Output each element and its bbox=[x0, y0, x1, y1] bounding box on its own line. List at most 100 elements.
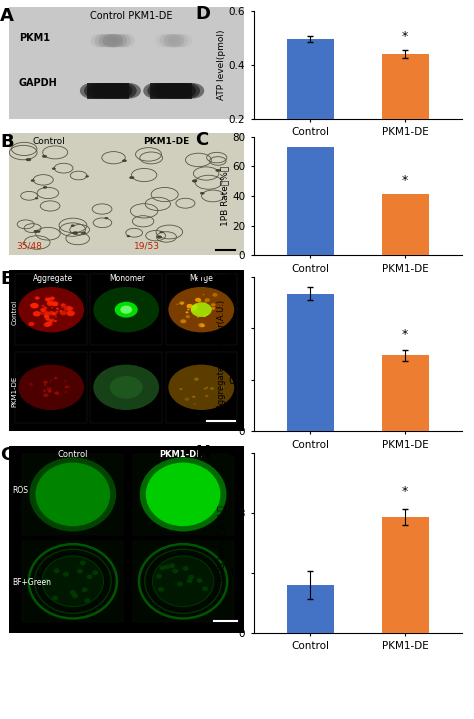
Bar bbox=[382, 355, 429, 431]
Circle shape bbox=[66, 385, 70, 388]
Text: Aggregate: Aggregate bbox=[33, 274, 73, 283]
Text: C: C bbox=[195, 131, 209, 149]
Circle shape bbox=[48, 390, 52, 393]
Text: PKM1: PKM1 bbox=[19, 33, 50, 43]
Circle shape bbox=[156, 574, 162, 579]
Circle shape bbox=[211, 303, 216, 306]
Circle shape bbox=[127, 235, 130, 237]
Circle shape bbox=[186, 304, 193, 308]
Circle shape bbox=[65, 391, 67, 393]
Circle shape bbox=[26, 158, 31, 161]
Circle shape bbox=[45, 317, 50, 321]
Circle shape bbox=[195, 298, 201, 302]
Ellipse shape bbox=[165, 34, 182, 47]
Circle shape bbox=[44, 311, 50, 316]
Circle shape bbox=[203, 315, 206, 317]
Circle shape bbox=[48, 311, 55, 316]
Ellipse shape bbox=[147, 83, 171, 99]
Bar bbox=[287, 39, 334, 173]
Ellipse shape bbox=[92, 83, 116, 99]
Circle shape bbox=[34, 230, 38, 232]
Circle shape bbox=[199, 323, 205, 327]
Circle shape bbox=[66, 311, 75, 316]
Ellipse shape bbox=[168, 83, 191, 99]
Circle shape bbox=[41, 308, 46, 312]
FancyBboxPatch shape bbox=[133, 541, 234, 621]
Text: GAPDH: GAPDH bbox=[19, 78, 58, 88]
Circle shape bbox=[33, 311, 41, 316]
Text: F: F bbox=[195, 269, 208, 287]
Circle shape bbox=[43, 393, 48, 397]
Circle shape bbox=[210, 387, 214, 390]
Y-axis label: Aggregate:Monomer(A.U.): Aggregate:Monomer(A.U.) bbox=[217, 299, 226, 409]
Y-axis label: ATP level(pmol): ATP level(pmol) bbox=[217, 29, 226, 100]
Circle shape bbox=[164, 564, 170, 569]
Ellipse shape bbox=[42, 556, 103, 607]
Ellipse shape bbox=[146, 462, 220, 526]
Circle shape bbox=[56, 303, 58, 305]
Circle shape bbox=[179, 301, 184, 305]
Bar bbox=[382, 194, 429, 255]
Circle shape bbox=[206, 387, 208, 388]
Circle shape bbox=[64, 386, 67, 388]
Circle shape bbox=[77, 569, 83, 574]
Y-axis label: ROS level （A.U.）: ROS level （A.U.） bbox=[217, 505, 226, 581]
Circle shape bbox=[186, 311, 189, 313]
Circle shape bbox=[158, 587, 164, 592]
Text: 19/53: 19/53 bbox=[134, 242, 160, 250]
Ellipse shape bbox=[140, 457, 227, 531]
Circle shape bbox=[35, 296, 40, 300]
Circle shape bbox=[203, 301, 207, 303]
Circle shape bbox=[43, 306, 47, 309]
Text: 35/48: 35/48 bbox=[17, 242, 42, 250]
Circle shape bbox=[72, 593, 78, 598]
Ellipse shape bbox=[164, 34, 180, 47]
Circle shape bbox=[180, 388, 182, 390]
Text: Control: Control bbox=[12, 300, 18, 325]
Ellipse shape bbox=[155, 34, 172, 47]
Circle shape bbox=[49, 319, 55, 322]
FancyBboxPatch shape bbox=[91, 352, 162, 423]
Circle shape bbox=[48, 320, 53, 323]
Circle shape bbox=[191, 307, 197, 311]
Bar bbox=[287, 147, 334, 255]
FancyBboxPatch shape bbox=[133, 454, 234, 535]
Bar bbox=[287, 585, 334, 633]
Ellipse shape bbox=[175, 34, 192, 47]
Ellipse shape bbox=[97, 83, 120, 99]
Ellipse shape bbox=[113, 83, 137, 99]
Circle shape bbox=[54, 568, 60, 573]
Circle shape bbox=[41, 305, 45, 307]
Circle shape bbox=[55, 311, 59, 313]
Circle shape bbox=[203, 388, 207, 390]
Circle shape bbox=[80, 561, 86, 565]
Text: G: G bbox=[0, 446, 15, 464]
Ellipse shape bbox=[167, 34, 184, 47]
Text: H: H bbox=[195, 444, 210, 462]
Bar bbox=[287, 293, 334, 431]
Circle shape bbox=[44, 314, 49, 319]
FancyBboxPatch shape bbox=[22, 541, 123, 621]
Circle shape bbox=[82, 587, 88, 592]
Circle shape bbox=[59, 310, 63, 312]
Circle shape bbox=[180, 319, 186, 324]
Circle shape bbox=[192, 180, 197, 182]
Circle shape bbox=[70, 590, 76, 595]
Ellipse shape bbox=[104, 34, 121, 47]
Circle shape bbox=[61, 307, 63, 308]
Circle shape bbox=[188, 574, 194, 580]
Circle shape bbox=[46, 388, 52, 391]
Ellipse shape bbox=[160, 83, 183, 99]
Circle shape bbox=[44, 384, 46, 386]
Circle shape bbox=[194, 377, 199, 381]
Ellipse shape bbox=[177, 83, 200, 99]
Ellipse shape bbox=[94, 34, 111, 47]
Circle shape bbox=[61, 303, 66, 307]
FancyBboxPatch shape bbox=[91, 275, 162, 345]
Circle shape bbox=[221, 386, 224, 388]
Circle shape bbox=[211, 307, 215, 310]
Text: BF+Green: BF+Green bbox=[12, 578, 51, 587]
Circle shape bbox=[110, 376, 143, 398]
Ellipse shape bbox=[91, 34, 107, 47]
Circle shape bbox=[30, 303, 39, 308]
